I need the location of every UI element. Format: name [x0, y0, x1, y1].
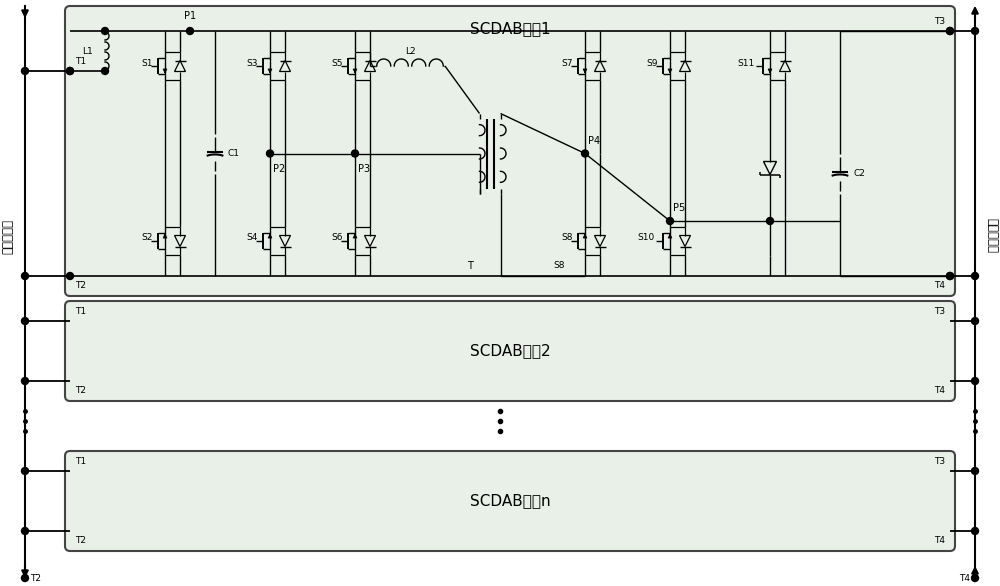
Text: T1: T1	[75, 57, 86, 66]
Text: 高压直流侧: 高压直流侧	[1, 219, 14, 254]
Circle shape	[972, 468, 978, 475]
Text: T2: T2	[75, 386, 86, 395]
Circle shape	[972, 527, 978, 534]
Text: T2: T2	[30, 574, 41, 583]
Text: S9: S9	[646, 59, 658, 67]
Circle shape	[22, 527, 28, 534]
Circle shape	[582, 150, 588, 157]
Circle shape	[66, 272, 74, 280]
Text: T3: T3	[934, 307, 945, 316]
Circle shape	[266, 150, 274, 157]
FancyBboxPatch shape	[65, 451, 955, 551]
Circle shape	[946, 28, 954, 35]
Text: T2: T2	[75, 536, 86, 545]
Text: SCDAB单元2: SCDAB单元2	[470, 343, 550, 359]
Circle shape	[22, 67, 28, 74]
Text: S6: S6	[332, 233, 343, 243]
Text: P4: P4	[588, 135, 600, 145]
Text: T4: T4	[934, 536, 945, 545]
Text: P5: P5	[673, 203, 685, 213]
Text: S1: S1	[142, 59, 153, 67]
Text: P3: P3	[358, 163, 370, 173]
Text: SCDAB单元1: SCDAB单元1	[470, 22, 550, 36]
Circle shape	[66, 67, 74, 74]
Circle shape	[972, 28, 978, 35]
Text: L1: L1	[82, 46, 93, 56]
Text: S4: S4	[247, 233, 258, 243]
Text: 低压直流侧: 低压直流侧	[986, 219, 998, 254]
Circle shape	[666, 217, 674, 224]
Text: S8: S8	[554, 261, 565, 271]
Circle shape	[102, 28, 108, 35]
Text: C1: C1	[228, 149, 240, 158]
Circle shape	[22, 272, 28, 280]
Text: S3: S3	[246, 59, 258, 67]
Text: T3: T3	[934, 17, 945, 26]
Circle shape	[972, 272, 978, 280]
Text: T4: T4	[934, 386, 945, 395]
Circle shape	[22, 377, 28, 384]
Text: SCDAB单元n: SCDAB单元n	[470, 493, 550, 509]
Text: T4: T4	[934, 281, 945, 290]
Text: T1: T1	[75, 307, 86, 316]
Text: P1: P1	[184, 11, 196, 21]
Text: T4: T4	[959, 574, 970, 583]
Text: S11: S11	[738, 59, 755, 67]
Circle shape	[946, 272, 954, 280]
Text: S7: S7	[562, 59, 573, 67]
FancyBboxPatch shape	[65, 301, 955, 401]
Circle shape	[352, 150, 358, 157]
Text: T2: T2	[75, 281, 86, 290]
Circle shape	[22, 574, 28, 581]
Text: S2: S2	[142, 233, 153, 243]
Circle shape	[102, 67, 108, 74]
Circle shape	[972, 318, 978, 325]
Text: P2: P2	[273, 163, 285, 173]
Circle shape	[186, 28, 194, 35]
Circle shape	[946, 272, 954, 280]
Text: L2: L2	[405, 46, 415, 56]
Circle shape	[22, 318, 28, 325]
Text: S5: S5	[332, 59, 343, 67]
Text: S10: S10	[638, 233, 655, 243]
Circle shape	[767, 217, 774, 224]
Circle shape	[946, 28, 954, 35]
Text: T: T	[467, 261, 473, 271]
Text: S8: S8	[562, 233, 573, 243]
Circle shape	[66, 67, 74, 74]
FancyBboxPatch shape	[65, 6, 955, 296]
Text: T1: T1	[75, 457, 86, 466]
Text: C2: C2	[853, 169, 865, 178]
Circle shape	[972, 574, 978, 581]
Text: T3: T3	[934, 457, 945, 466]
Circle shape	[972, 377, 978, 384]
Circle shape	[22, 468, 28, 475]
